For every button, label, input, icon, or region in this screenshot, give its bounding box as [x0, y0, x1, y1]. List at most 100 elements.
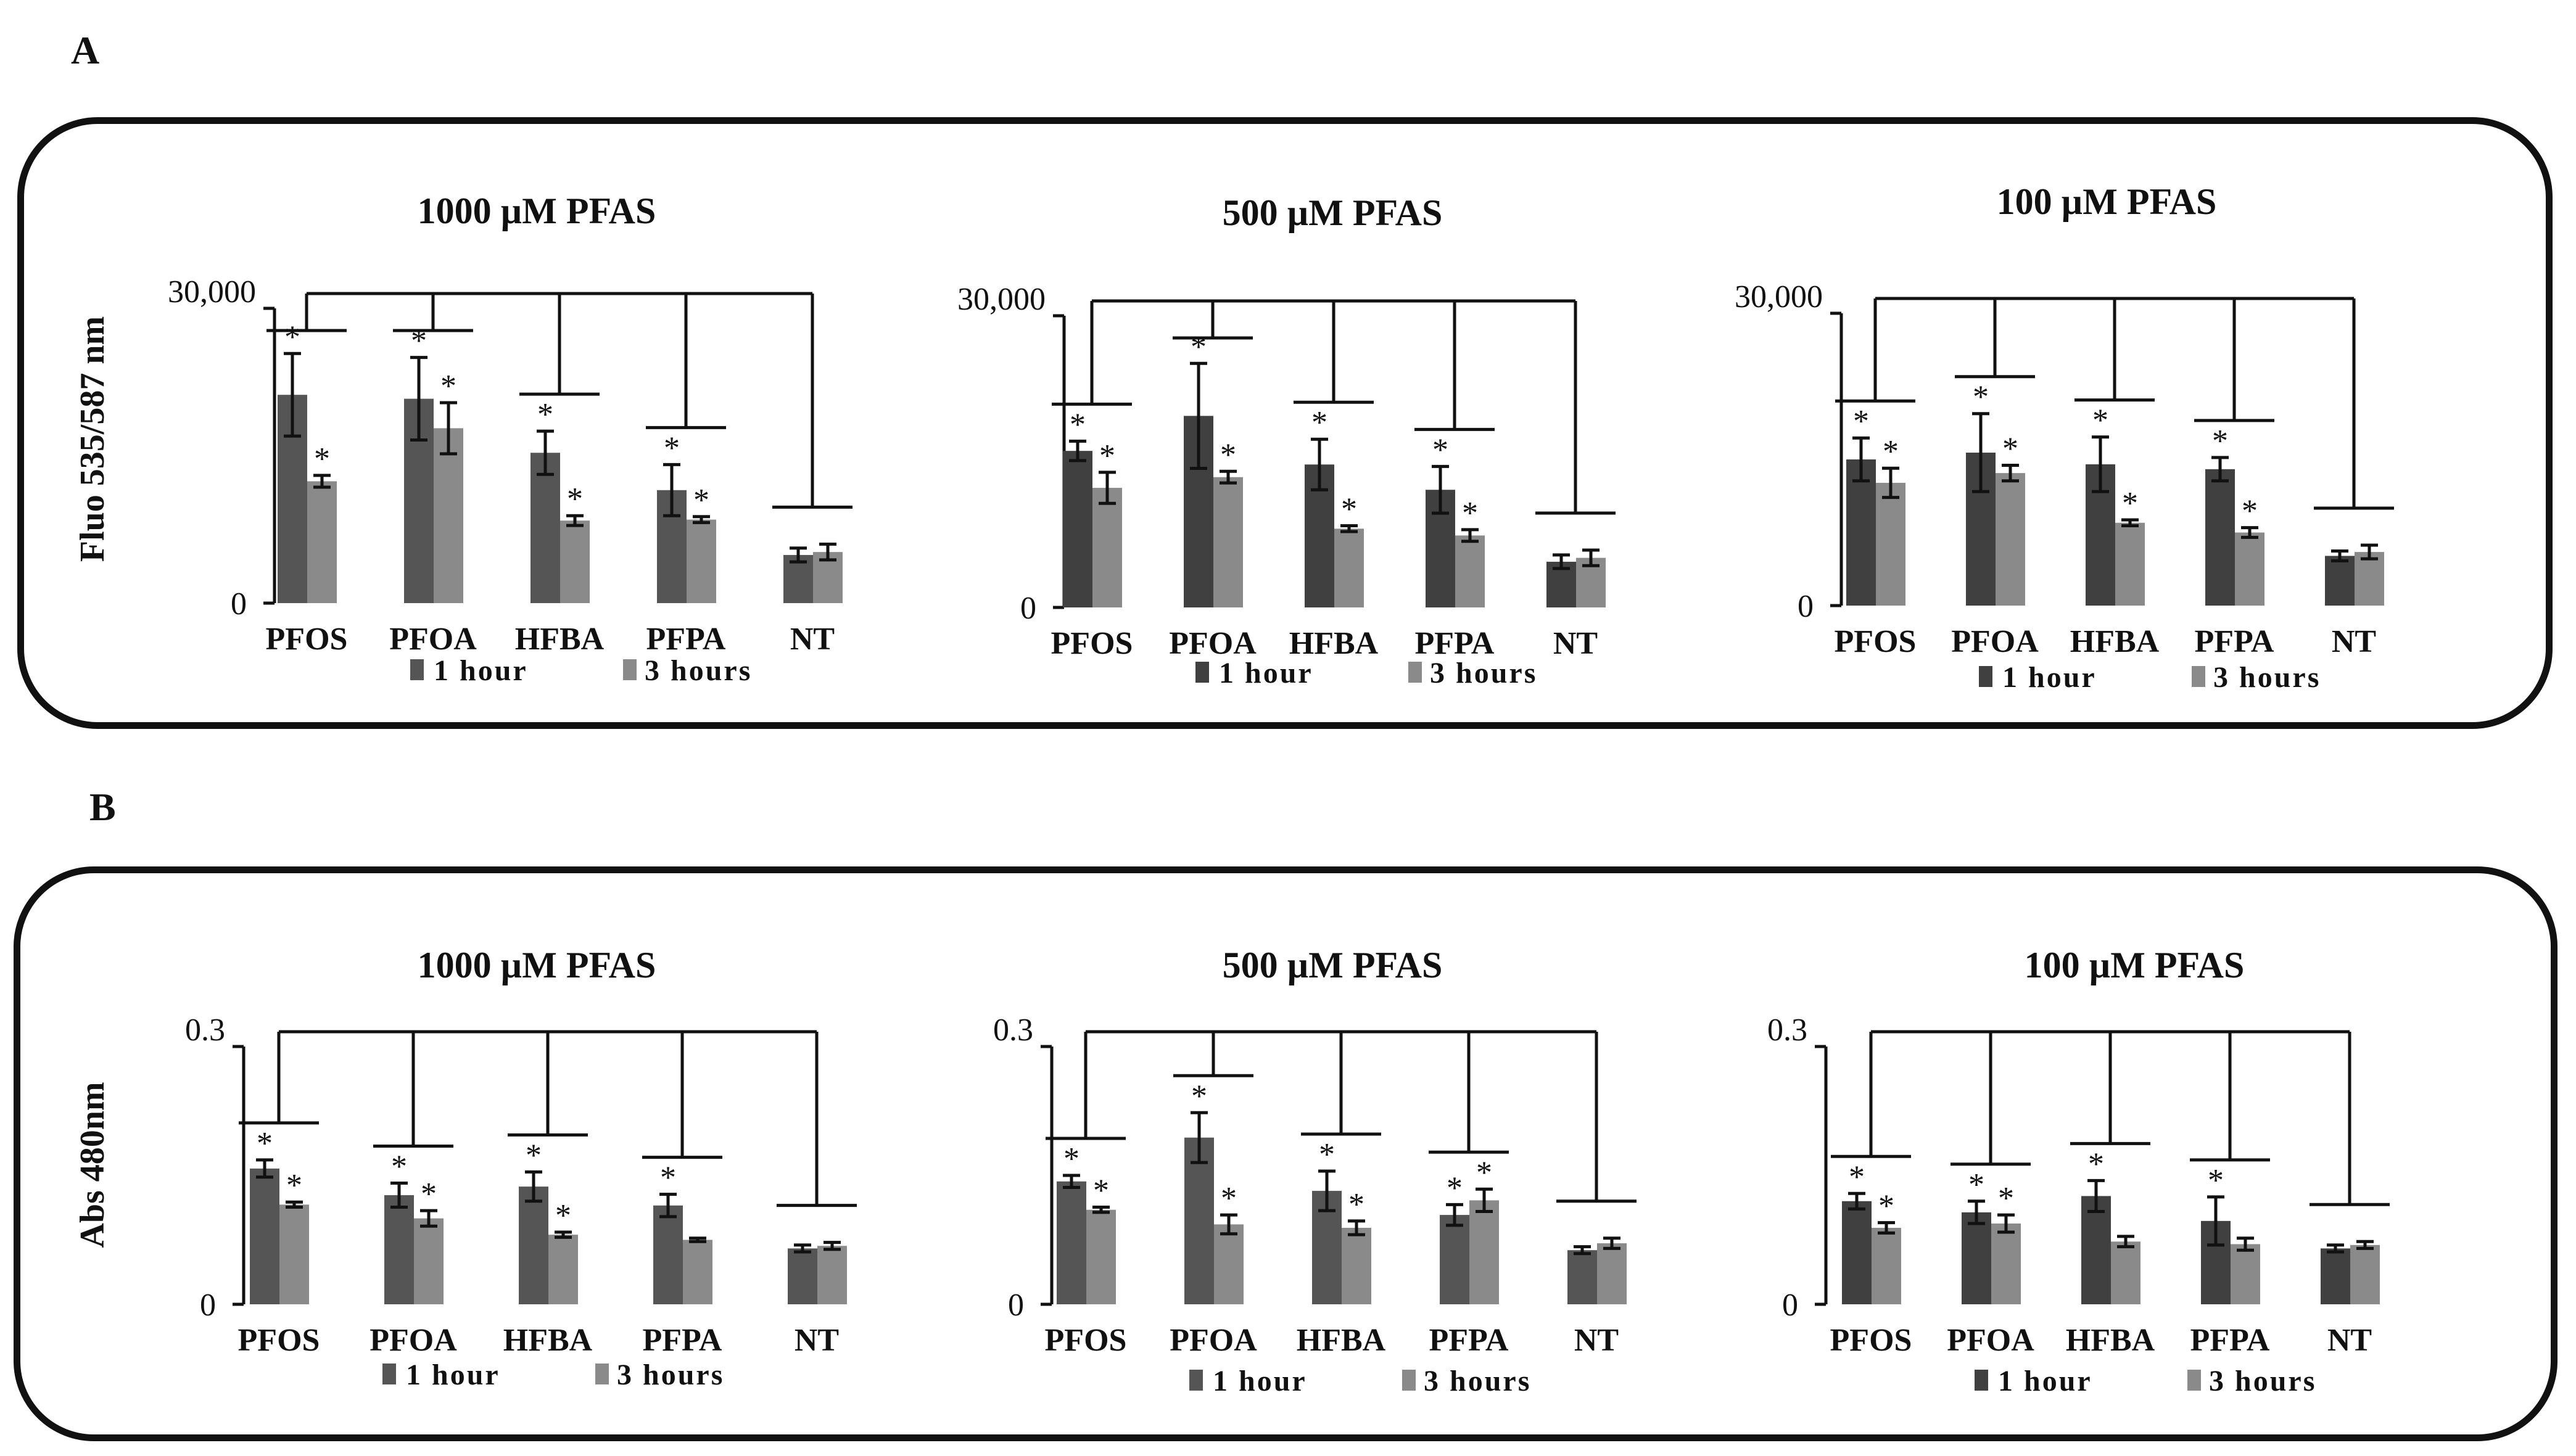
- chart-1-xtick-pfpa: PFPA: [1415, 626, 1495, 661]
- chart-4-bar-3-hours-hfba: [1342, 1227, 1371, 1304]
- chart-4-sig-1-hour-pfoa: *: [1191, 1079, 1207, 1114]
- chart-5-xtick-pfpa: PFPA: [2190, 1323, 2270, 1358]
- chart-2-bar-1-hour-pfos: [1846, 459, 1876, 606]
- chart-5-sig-1-hour-pfoa: *: [1968, 1167, 1984, 1203]
- chart-2-legend-swatch-3h: [2192, 666, 2205, 687]
- chart-5-legend-swatch-3h: [2187, 1370, 2201, 1391]
- chart-4-xtick-hfba: HFBA: [1297, 1323, 1386, 1358]
- chart-4-bar-3-hours-pfpa: [1469, 1200, 1499, 1304]
- chart-5-ytick-label-top: 0.3: [1767, 1013, 1807, 1048]
- chart-5-legend-swatch-1h: [1975, 1370, 1988, 1391]
- chart-0-sig-1-hour-pfpa: *: [664, 430, 680, 466]
- chart-3-title: 1000 µM PFAS: [418, 945, 656, 985]
- chart-0-legend-label-1h: 1 hour: [434, 654, 528, 687]
- chart-1-xtick-pfos: PFOS: [1051, 626, 1133, 661]
- chart-2-sig-3-hours-pfoa: *: [2002, 431, 2018, 466]
- chart-2-xtick-pfpa: PFPA: [2195, 624, 2274, 659]
- chart-4-xtick-pfos: PFOS: [1045, 1323, 1127, 1358]
- chart-2-sig-1-hour-pfpa: *: [2212, 424, 2228, 459]
- chart-4-bar-1-hour-nt: [1567, 1250, 1597, 1304]
- chart-1-bar-3-hours-pfos: [1092, 488, 1122, 607]
- chart-0-ytick-label-bottom: 0: [231, 586, 247, 622]
- chart-3-xtick-hfba: HFBA: [503, 1323, 593, 1358]
- chart-0-legend-swatch-3h: [623, 659, 637, 680]
- chart-2-bar-3-hours-pfos: [1876, 482, 1905, 606]
- chart-0-bar-3-hours-pfos: [307, 481, 337, 603]
- chart-5-bar-1-hour-pfoa: [1962, 1212, 1991, 1304]
- chart-4-ytick-label-bottom: 0: [1008, 1288, 1024, 1323]
- chart-4-sig-3-hours-pfoa: *: [1221, 1181, 1237, 1216]
- chart-0-ytick-label-top: 30,000: [168, 274, 256, 310]
- chart-5-bar-3-hours-pfoa: [1991, 1224, 2021, 1304]
- panel-a-frame: [17, 117, 2553, 729]
- chart-5-sig-1-hour-hfba: *: [2088, 1146, 2104, 1182]
- chart-1-legend-swatch-1h: [1195, 662, 1209, 683]
- chart-4-bar-1-hour-pfos: [1057, 1181, 1086, 1304]
- chart-4-ytick-label-top: 0.3: [993, 1013, 1033, 1048]
- chart-1-sig-3-hours-pfos: *: [1099, 438, 1115, 474]
- chart-3-bar-1-hour-pfos: [250, 1168, 279, 1304]
- chart-2-bar-3-hours-pfpa: [2235, 532, 2264, 606]
- chart-2-sig-1-hour-hfba: *: [2092, 403, 2108, 438]
- chart-4-bar-1-hour-pfoa: [1184, 1137, 1214, 1304]
- chart-5-legend-label-3h: 3 hours: [2209, 1365, 2316, 1397]
- chart-1-xtick-nt: NT: [1553, 626, 1598, 661]
- chart-5-xtick-pfoa: PFOA: [1947, 1323, 2034, 1358]
- chart-1-title: 500 µM PFAS: [1223, 192, 1443, 233]
- chart-3-xtick-nt: NT: [795, 1323, 839, 1358]
- chart-4-sig-1-hour-hfba: *: [1319, 1137, 1335, 1172]
- chart-1-legend-swatch-3h: [1408, 662, 1422, 683]
- chart-1-xtick-pfoa: PFOA: [1169, 626, 1257, 661]
- chart-1-sig-3-hours-hfba: *: [1341, 492, 1357, 527]
- chart-5-sig-1-hour-pfos: *: [1849, 1159, 1865, 1195]
- chart-4-xtick-pfpa: PFPA: [1429, 1323, 1509, 1358]
- chart-2-bar-3-hours-pfoa: [1996, 473, 2025, 606]
- chart-0-sig-1-hour-pfoa: *: [411, 324, 427, 359]
- chart-4-sig-3-hours-hfba: *: [1348, 1187, 1364, 1222]
- chart-3-bar-1-hour-hfba: [519, 1187, 548, 1304]
- chart-4-title: 500 µM PFAS: [1223, 945, 1443, 985]
- chart-4-bar-3-hours-pfoa: [1214, 1224, 1244, 1304]
- chart-1-bar-1-hour-pfos: [1063, 451, 1092, 607]
- chart-0-xtick-hfba: HFBA: [515, 622, 605, 657]
- chart-1-bar-3-hours-pfoa: [1213, 477, 1243, 607]
- chart-2-ytick-label-top: 30,000: [1735, 279, 1823, 315]
- chart-2-bar-1-hour-pfpa: [2205, 469, 2235, 606]
- chart-1-ytick-label-top: 30,000: [957, 282, 1046, 317]
- chart-3-ytick-label-top: 0.3: [185, 1013, 225, 1048]
- chart-3-bar-1-hour-pfoa: [384, 1195, 414, 1304]
- chart-2-sig-1-hour-pfoa: *: [1973, 380, 1989, 415]
- chart-1-sig-1-hour-pfoa: *: [1191, 329, 1207, 364]
- chart-4-legend-label-3h: 3 hours: [1424, 1365, 1531, 1397]
- chart-5-sig-1-hour-pfpa: *: [2208, 1163, 2224, 1198]
- chart-1-bar-3-hours-pfpa: [1455, 535, 1485, 607]
- chart-2-ytick-label-bottom: 0: [1798, 589, 1814, 624]
- panel-letter-b: B: [89, 785, 116, 829]
- chart-2-title: 100 µM PFAS: [1997, 181, 2217, 222]
- chart-4-sig-1-hour-pfos: *: [1063, 1141, 1080, 1177]
- chart-3-xtick-pfoa: PFOA: [369, 1323, 457, 1358]
- chart-2-bar-3-hours-hfba: [2115, 522, 2145, 606]
- chart-0-sig-1-hour-pfos: *: [284, 319, 300, 355]
- chart-2-legend-label-3h: 3 hours: [2213, 661, 2321, 694]
- chart-1-legend-label-3h: 3 hours: [1430, 657, 1537, 689]
- chart-3-sig-3-hours-pfos: *: [286, 1168, 302, 1203]
- chart-4-xtick-pfoa: PFOA: [1170, 1323, 1257, 1358]
- chart-4-legend-swatch-1h: [1189, 1370, 1203, 1391]
- chart-1-sig-1-hour-pfos: *: [1070, 407, 1086, 442]
- chart-0-sig-3-hours-pfpa: *: [693, 483, 709, 518]
- chart-1-xtick-hfba: HFBA: [1289, 626, 1379, 661]
- chart-0-sig-3-hours-pfos: *: [314, 442, 330, 477]
- chart-3-bar-1-hour-pfpa: [653, 1205, 683, 1304]
- chart-5-bar-1-hour-pfos: [1842, 1201, 1872, 1304]
- chart-0-legend-swatch-1h: [410, 659, 424, 680]
- chart-3-legend-label-1h: 1 hour: [406, 1359, 500, 1391]
- chart-2-bar-1-hour-nt: [2325, 556, 2355, 606]
- chart-3-xtick-pfpa: PFPA: [643, 1323, 722, 1358]
- chart-2-sig-1-hour-pfos: *: [1853, 404, 1869, 439]
- chart-3-sig-1-hour-pfoa: *: [391, 1150, 407, 1185]
- chart-0-title: 1000 µM PFAS: [418, 191, 656, 231]
- chart-3-bar-1-hour-nt: [788, 1248, 817, 1304]
- chart-0-bar-1-hour-hfba: [530, 453, 560, 603]
- chart-5-xtick-pfos: PFOS: [1830, 1323, 1912, 1358]
